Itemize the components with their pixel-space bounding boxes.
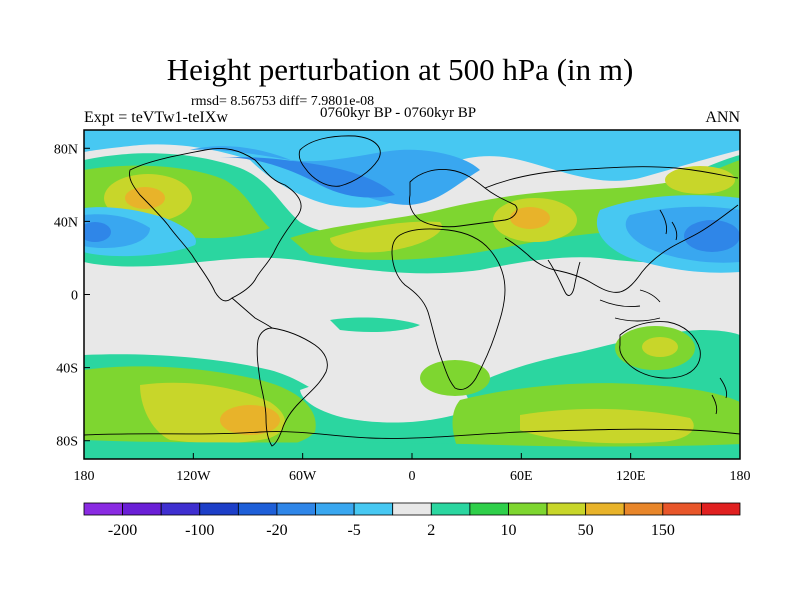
colorbar-swatch bbox=[623, 502, 664, 516]
colorbar-swatch bbox=[662, 502, 702, 516]
southern-ocean-yellow bbox=[520, 408, 694, 444]
asia-coast bbox=[484, 166, 739, 293]
y-tick-label: 80N bbox=[54, 142, 78, 157]
chart-title: Height perturbation at 500 hPa (in m) bbox=[166, 52, 634, 87]
colorbar-label: 2 bbox=[427, 522, 435, 539]
x-tick-label: 0 bbox=[409, 469, 416, 484]
coastlines bbox=[84, 135, 740, 447]
y-tick-label: 40S bbox=[56, 362, 78, 377]
colorbar-swatch bbox=[546, 502, 587, 516]
greenland-coast bbox=[298, 135, 381, 187]
japan-coast bbox=[659, 209, 678, 241]
colorbar-swatch bbox=[392, 502, 432, 516]
colorbar-swatch bbox=[276, 502, 316, 516]
x-tick-label: 120E bbox=[616, 469, 646, 484]
stats-text: rmsd= 8.56753 diff= 7.9801e-08 bbox=[191, 94, 375, 109]
colorbar-swatch bbox=[469, 502, 509, 516]
colorbar-label: 150 bbox=[651, 522, 675, 539]
nh-positive-band bbox=[84, 153, 740, 274]
eurasia-positive-yellow bbox=[330, 221, 442, 253]
india-coast bbox=[547, 259, 581, 296]
colorbar-label: -200 bbox=[108, 522, 137, 539]
colorbar-swatch bbox=[508, 502, 548, 516]
experiment-label: Expt = teVTw1-teIXw bbox=[84, 109, 228, 126]
colorbar-swatch bbox=[701, 502, 741, 516]
eurasia-positive-peak bbox=[510, 207, 550, 229]
africa-coast bbox=[391, 228, 506, 390]
colorbar-label: -5 bbox=[347, 522, 360, 539]
tropical-light-patch bbox=[330, 317, 420, 333]
y-tick-label: 0 bbox=[71, 289, 78, 304]
x-tick-label: 180 bbox=[730, 469, 751, 484]
season-label: ANN bbox=[705, 109, 740, 126]
colorbar-label: -100 bbox=[185, 522, 214, 539]
colorbar: -200 -100 -20 -5 2 10 50 150 bbox=[83, 502, 741, 539]
colorbar-swatch bbox=[353, 502, 394, 516]
south-pacific-positive-peak bbox=[220, 405, 280, 435]
new-zealand-coast bbox=[711, 377, 728, 415]
colorbar-label: 10 bbox=[500, 522, 516, 539]
north-atlantic-negative-core bbox=[220, 157, 395, 198]
australia-coast bbox=[619, 321, 701, 379]
southeast-asia-islands bbox=[599, 289, 661, 322]
colorbar-swatch bbox=[83, 502, 123, 516]
australia-positive-core bbox=[642, 337, 678, 357]
north-america-coast bbox=[129, 148, 302, 302]
south-atlantic-positive bbox=[420, 360, 490, 396]
colorbar-swatch bbox=[160, 502, 201, 516]
y-tick-label: 80S bbox=[56, 435, 78, 450]
ne-pacific-positive-peak bbox=[125, 187, 165, 209]
x-axis: 180 120W 60W 0 60E 120E 180 bbox=[74, 453, 751, 484]
colorbar-swatch bbox=[585, 502, 625, 516]
nw-pacific-negative-peak bbox=[684, 220, 740, 252]
x-tick-label: 180 bbox=[74, 469, 95, 484]
south-america-coast bbox=[256, 327, 328, 447]
siberia-positive-yellow bbox=[665, 166, 735, 194]
colorbar-swatch bbox=[430, 502, 471, 516]
x-tick-label: 60E bbox=[510, 469, 533, 484]
north-pacific-negative-west-peak bbox=[84, 222, 111, 242]
antarctica-coast bbox=[84, 428, 740, 439]
colorbar-swatch bbox=[199, 502, 239, 516]
y-axis: 80N 40N 0 40S 80S bbox=[54, 142, 90, 450]
field-layer bbox=[84, 130, 740, 459]
europe-coast bbox=[409, 169, 518, 228]
x-tick-label: 120W bbox=[176, 469, 211, 484]
x-tick-label: 60W bbox=[289, 469, 317, 484]
antarctic-light-band bbox=[84, 440, 740, 459]
colorbar-label: 50 bbox=[578, 522, 594, 539]
y-tick-label: 40N bbox=[54, 215, 78, 230]
central-america-coast bbox=[231, 297, 273, 329]
colorbar-label: -20 bbox=[266, 522, 287, 539]
colorbar-swatch bbox=[237, 502, 278, 516]
colorbar-swatch bbox=[122, 502, 162, 516]
colorbar-swatch bbox=[315, 502, 355, 516]
period-label: 0760kyr BP - 0760kyr BP bbox=[320, 105, 477, 121]
